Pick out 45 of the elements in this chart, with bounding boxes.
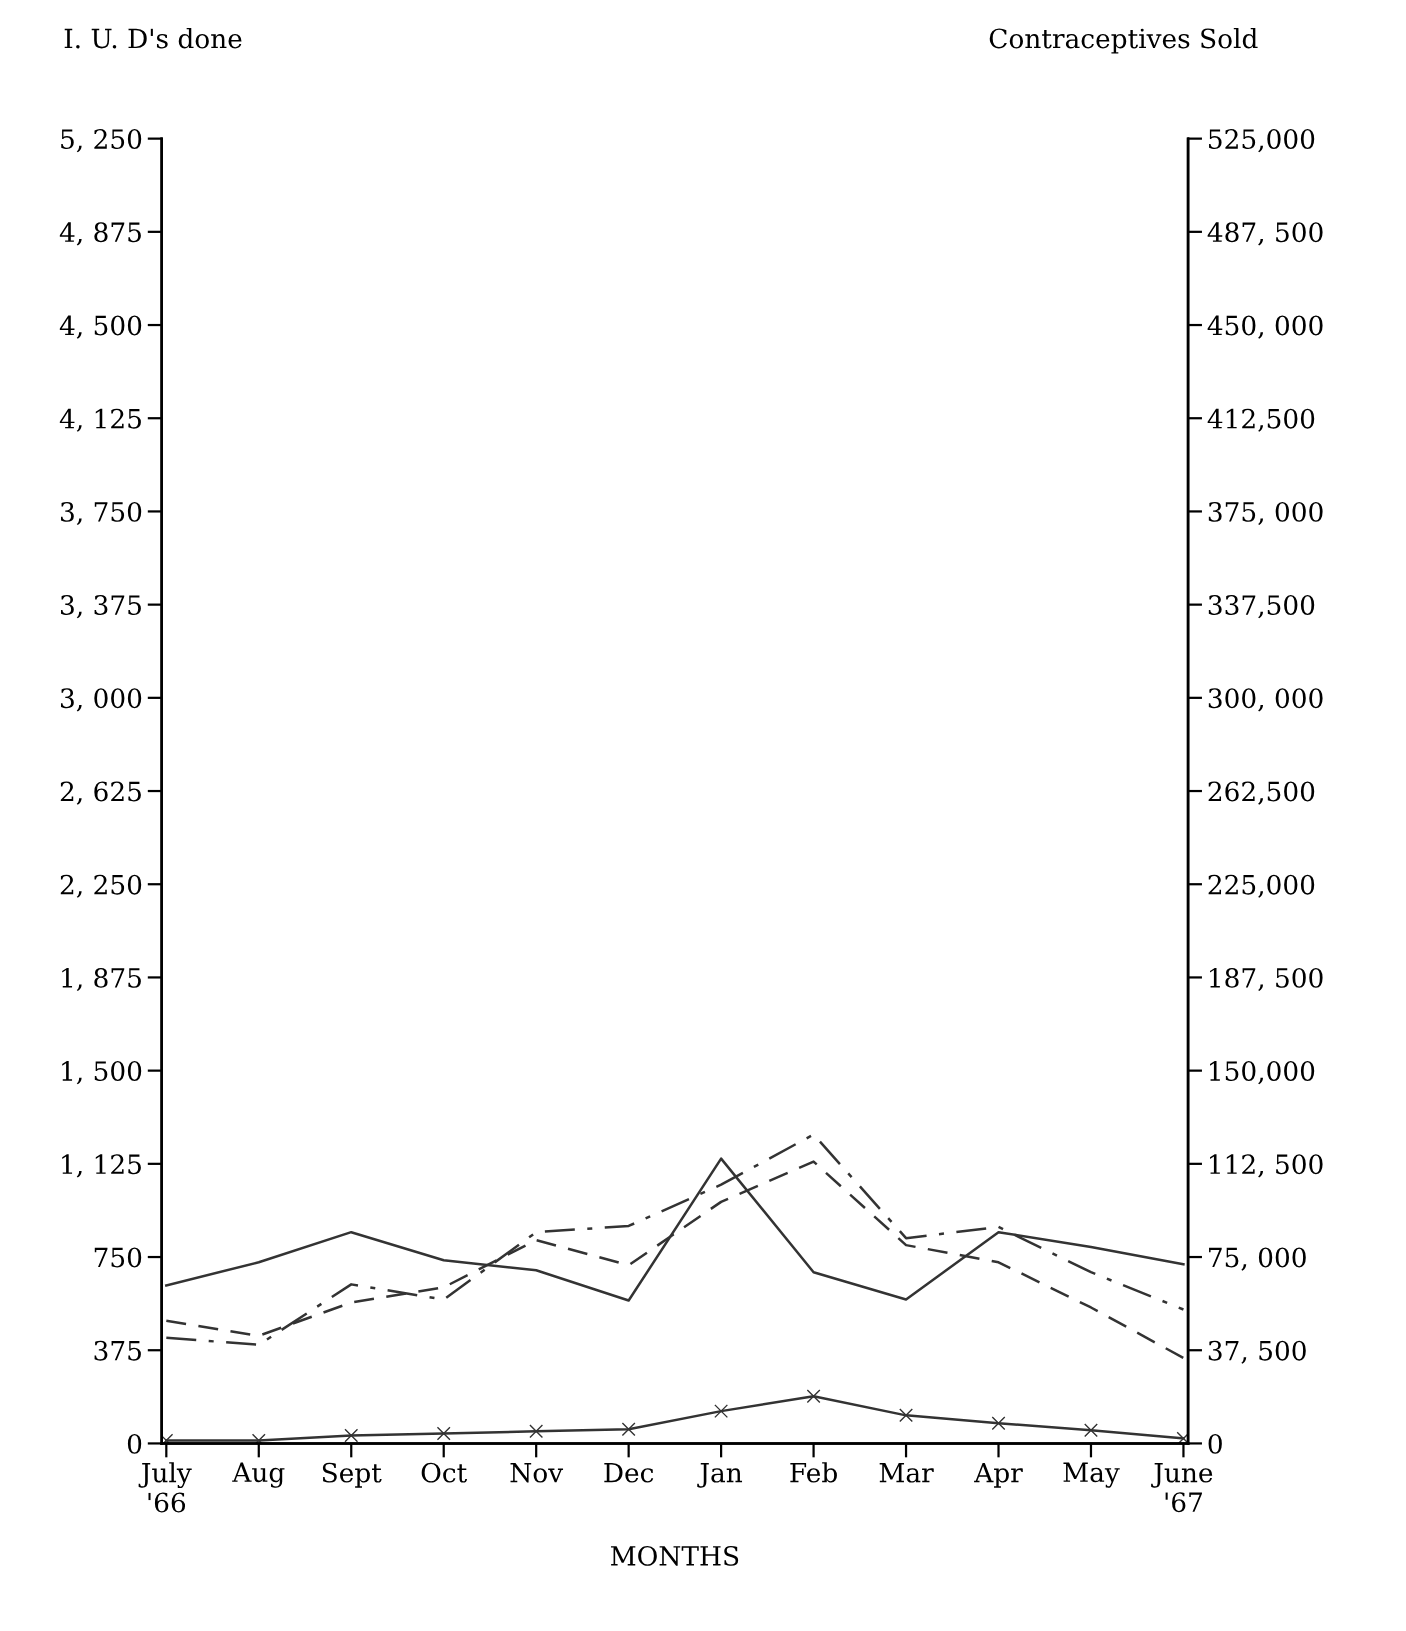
y2-tick-label: 187, 500: [1210, 967, 1323, 992]
y2-tick-label: 150,000: [1210, 1061, 1315, 1085]
x-tick-label: Oct: [421, 1462, 468, 1483]
y2-tick-label: 225,000: [1208, 874, 1315, 898]
x-tick-label: July '66: [138, 1462, 192, 1513]
y-tick-label: 5, 250: [61, 129, 142, 153]
x-tick-label: May: [1063, 1462, 1120, 1488]
x-tick-label: Aug: [232, 1462, 285, 1488]
x-tick-label: Feb: [790, 1462, 837, 1483]
y2-tick-label: 262,500: [1208, 781, 1315, 805]
y2-tick-label: 412,500: [1207, 408, 1315, 432]
y2-tick-label: 450, 000: [1207, 315, 1323, 339]
y-tick-label: 4, 125: [59, 408, 141, 432]
y-tick-label: 3, 375: [61, 595, 141, 619]
x-tick-label: Mar: [879, 1463, 934, 1483]
x-tick-label: Apr: [974, 1463, 1023, 1488]
y-tick-label: 1, 500: [62, 1061, 142, 1085]
x-tick-label: June '67: [1151, 1463, 1213, 1513]
x-tick-label: Nov: [510, 1463, 564, 1483]
y-axis-title: I. U. D's done: [64, 28, 242, 49]
x-axis-title: MONTHS: [610, 1545, 739, 1566]
y2-tick-label: 375, 000: [1208, 501, 1323, 526]
y2-tick-label: 0: [1208, 1433, 1222, 1454]
y2-tick-label: 112, 500: [1210, 1154, 1323, 1178]
y-tick-label: 3, 000: [61, 688, 142, 712]
x-tick-label: Sept: [322, 1462, 382, 1488]
y-tick-label: 2, 625: [60, 781, 141, 805]
x-tick-label: Dec: [604, 1463, 654, 1483]
y2-tick-label: 37, 500: [1208, 1340, 1306, 1364]
y2-tick-label: 487, 500: [1207, 222, 1323, 246]
y-tick-label: 1, 875: [62, 967, 141, 992]
y2-axis-title: Contraceptives Sold: [989, 28, 1258, 54]
y2-tick-label: 525,000: [1209, 129, 1315, 153]
y-tick-label: 0: [127, 1433, 142, 1454]
y-tick-label: 4, 500: [59, 315, 142, 339]
y2-tick-label: 337,500: [1208, 595, 1315, 619]
y2-tick-label: 75, 000: [1209, 1247, 1306, 1271]
y-tick-label: 3, 750: [61, 501, 142, 526]
y-tick-label: 750: [94, 1247, 142, 1268]
y2-tick-label: 300, 000: [1208, 688, 1323, 712]
y-tick-label: 4, 875: [59, 222, 141, 246]
y-tick-label: 1, 125: [62, 1154, 141, 1178]
y-tick-label: 2, 250: [60, 874, 142, 898]
y-tick-label: 375: [94, 1340, 141, 1361]
x-tick-label: Jan: [697, 1463, 743, 1488]
